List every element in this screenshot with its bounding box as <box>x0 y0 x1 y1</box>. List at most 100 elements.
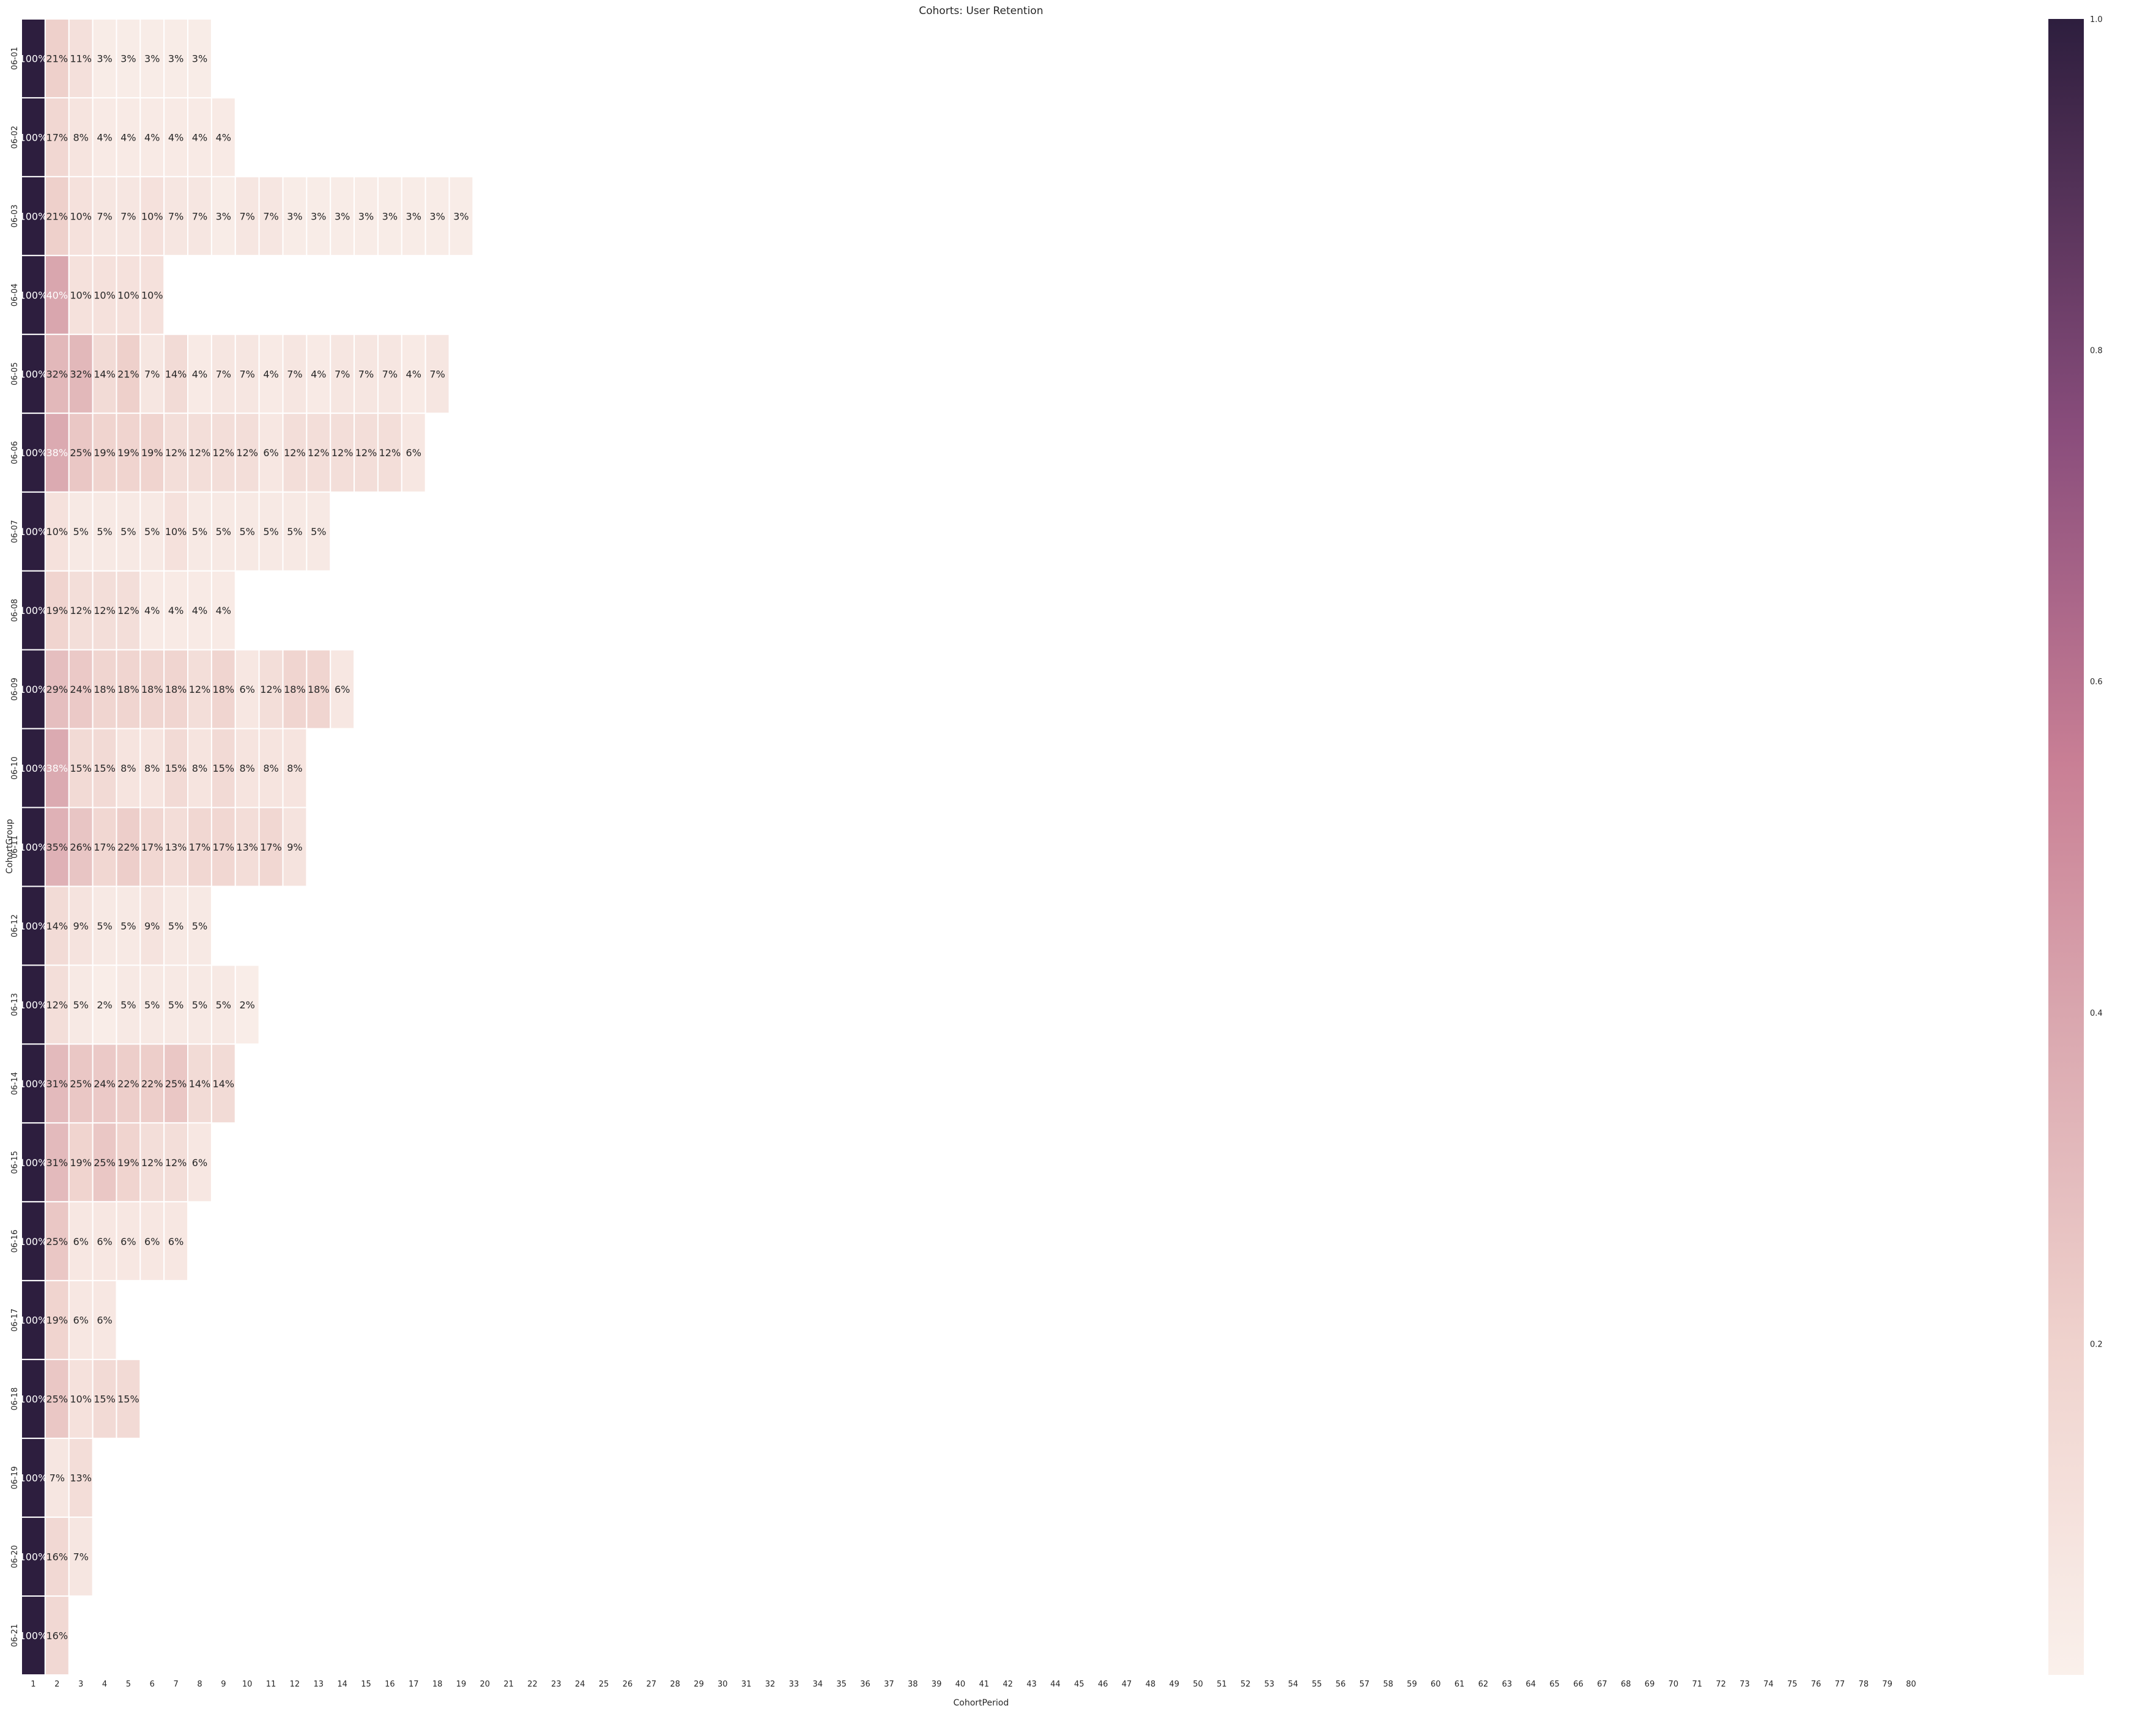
y-tick-label: 06-05 <box>10 362 20 385</box>
cell-value-label: 19% <box>46 605 69 616</box>
cell-value-label: 38% <box>46 763 69 774</box>
x-tick-label: 13 <box>314 1680 324 1689</box>
y-tick-label: 06-13 <box>10 993 20 1016</box>
x-tick-label: 25 <box>599 1680 609 1689</box>
heatmap-cell <box>116 254 141 335</box>
x-tick-label: 58 <box>1383 1680 1393 1689</box>
y-tick-label: 06-11 <box>10 835 20 859</box>
heatmap-cell <box>282 807 308 887</box>
cell-value-label: 12% <box>379 447 401 459</box>
x-tick-label: 72 <box>1716 1680 1726 1689</box>
y-tick-label: 06-15 <box>10 1151 20 1174</box>
heatmap-cell <box>21 333 46 414</box>
x-tick-label: 37 <box>884 1680 894 1689</box>
cell-value-label: 12% <box>70 605 92 616</box>
y-tick-label: 06-06 <box>10 441 20 464</box>
cell-value-label: 19% <box>141 447 163 459</box>
x-tick-label: 52 <box>1240 1680 1251 1689</box>
x-tick-label: 27 <box>646 1680 657 1689</box>
cell-value-label: 22% <box>117 841 139 853</box>
cell-value-label: 2% <box>97 999 112 1011</box>
x-tick-label: 28 <box>670 1680 680 1689</box>
heatmap-cell <box>377 176 402 256</box>
heatmap-cell <box>92 333 117 414</box>
x-axis-ticks: 1 2 3 4 5 6 7 8 9 10 11 12 13 14 15 16 17 18 19 20 21 22 23 24 2… <box>31 1680 1916 1689</box>
cell-value-label: 4% <box>192 368 207 380</box>
cell-value-label: 9% <box>73 920 88 932</box>
cell-value-label: 100% <box>20 210 48 222</box>
x-tick-label: 75 <box>1787 1680 1798 1689</box>
heatmap-cell <box>68 1280 94 1361</box>
cell-value-label: 7% <box>382 368 398 380</box>
x-tick-label: 54 <box>1288 1680 1298 1689</box>
cell-value-label: 15% <box>213 763 235 774</box>
cell-value-label: 12% <box>332 447 354 459</box>
heatmap-cell <box>21 254 46 335</box>
cell-value-label: 4% <box>144 131 160 143</box>
cell-value-label: 14% <box>165 368 187 380</box>
x-tick-label: 2 <box>54 1680 59 1689</box>
heatmap-cell <box>234 964 260 1045</box>
heatmap-cell <box>44 807 70 887</box>
heatmap-cell <box>258 807 284 887</box>
cell-value-label: 19% <box>46 1315 69 1326</box>
y-tick-label: 06-07 <box>10 520 20 543</box>
cell-value-label: 4% <box>168 131 183 143</box>
cell-value-label: 100% <box>20 1630 48 1642</box>
heatmap-cell <box>163 807 189 887</box>
heatmap-cell <box>163 97 189 177</box>
heatmap-cell <box>44 1201 70 1282</box>
cell-value-label: 7% <box>73 1551 88 1563</box>
x-tick-label: 74 <box>1763 1680 1774 1689</box>
x-tick-label: 21 <box>503 1680 514 1689</box>
heatmap-cell <box>258 728 284 808</box>
cell-value-label: 17% <box>213 841 235 853</box>
cell-value-label: 18% <box>117 684 139 695</box>
cell-value-label: 15% <box>94 1394 116 1405</box>
colorbar-tick-label: 0.6 <box>2090 678 2103 687</box>
cell-value-label: 7% <box>216 368 231 380</box>
x-tick-label: 43 <box>1026 1680 1037 1689</box>
cell-value-label: 17% <box>94 841 116 853</box>
y-tick-label: 06-09 <box>10 678 20 701</box>
cell-value-label: 17% <box>189 841 211 853</box>
cell-value-label: 8% <box>192 763 207 774</box>
heatmap-cell <box>139 97 165 177</box>
cell-value-label: 25% <box>94 1157 116 1169</box>
heatmap-cell <box>163 1201 189 1282</box>
cell-value-label: 6% <box>168 1236 183 1247</box>
x-tick-label: 47 <box>1122 1680 1132 1689</box>
cell-value-label: 100% <box>20 289 48 301</box>
heatmap-cell <box>68 1122 94 1203</box>
heatmap-cell <box>187 649 212 730</box>
cell-value-label: 21% <box>117 368 139 380</box>
cell-value-label: 4% <box>216 605 231 616</box>
heatmap-cell <box>163 964 189 1045</box>
y-tick-label: 06-17 <box>10 1309 20 1332</box>
cell-value-label: 18% <box>165 684 187 695</box>
cell-value-label: 12% <box>308 447 330 459</box>
cell-value-label: 4% <box>192 131 207 143</box>
heatmap-cell <box>330 649 355 730</box>
x-tick-label: 10 <box>242 1680 253 1689</box>
x-tick-label: 3 <box>78 1680 83 1689</box>
heatmap-cell <box>187 1122 212 1203</box>
cell-value-label: 14% <box>213 1078 235 1090</box>
y-tick-label: 06-18 <box>10 1388 20 1411</box>
cell-value-label: 24% <box>70 684 92 695</box>
heatmap-cell <box>68 728 94 808</box>
heatmap-cell <box>44 1122 70 1203</box>
cell-value-label: 6% <box>73 1315 88 1326</box>
cell-value-label: 3% <box>358 210 374 222</box>
cell-value-label: 6% <box>239 684 254 695</box>
cell-value-label: 100% <box>20 1315 48 1326</box>
x-tick-label: 12 <box>290 1680 300 1689</box>
cell-value-label: 5% <box>287 526 302 538</box>
heatmap-cell <box>21 649 46 730</box>
cell-value-label: 25% <box>46 1236 69 1247</box>
heatmap-cell <box>68 1043 94 1124</box>
x-tick-label: 8 <box>197 1680 202 1689</box>
y-tick-label: 06-16 <box>10 1230 20 1253</box>
cell-value-label: 100% <box>20 447 48 459</box>
cell-value-label: 5% <box>120 526 136 538</box>
